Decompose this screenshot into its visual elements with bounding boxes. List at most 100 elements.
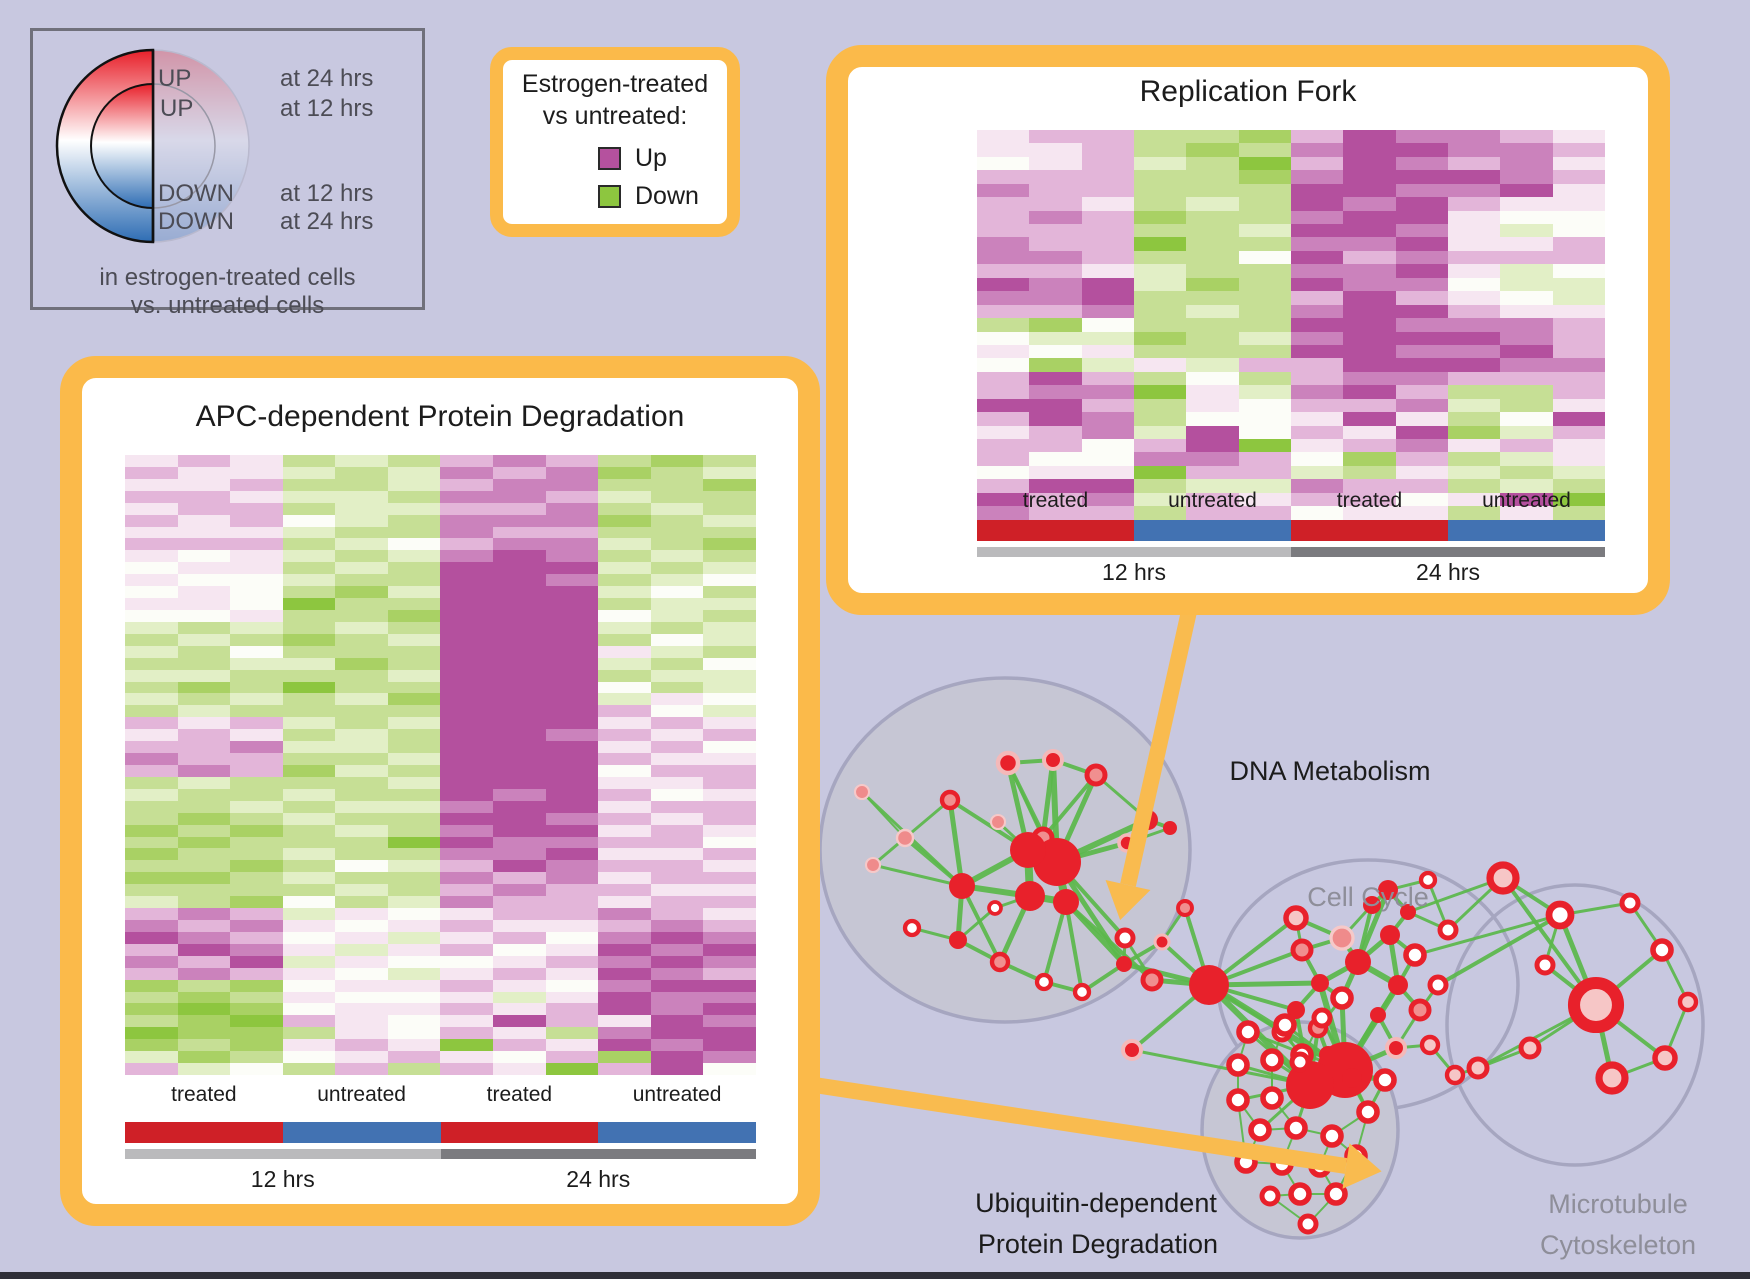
heatmap-cell [230,812,283,825]
heatmap-cell [703,621,756,634]
rf-sample-group-bar [977,520,1605,541]
heatmap-cell [977,479,1030,493]
heatmap-cell [1343,130,1396,144]
heatmap-cell [1447,331,1501,345]
heatmap-cell [1133,358,1187,372]
gene-node [1260,1086,1284,1110]
cluster-label: Protein Degradation [978,1229,1218,1259]
heatmap-cell [440,490,494,503]
heatmap-cell [230,455,283,467]
heatmap-cell [703,669,756,682]
gene-node [1567,976,1625,1034]
heatmap-cell [1238,130,1291,144]
heatmap-cell [1133,506,1187,520]
heatmap-cell [1395,264,1448,278]
network-edge [1325,1052,1348,1073]
gene-node [1189,965,1229,1005]
heatmap-cell [1552,250,1605,265]
heatmap-cell [493,860,546,873]
heatmap-cell [650,788,704,801]
heatmap-cell [230,753,283,765]
heatmap-cell [335,657,388,670]
heatmap-cell [1290,371,1344,386]
heatmap-cell [230,931,283,944]
heatmap-cell [1552,398,1605,413]
network-edge [1628,901,1664,952]
heatmap-cell [1133,210,1187,225]
heatmap-cell [335,681,388,694]
heatmap-cell [177,609,231,622]
heatmap-cell [282,991,336,1004]
heatmap-cell [125,955,178,968]
heatmap-cell [1447,344,1501,359]
heatmap-cell [1238,237,1291,251]
gene-node [1650,938,1674,962]
heatmap-cell [177,669,231,682]
network-edge [1269,1195,1309,1225]
heatmap-cell [650,502,704,515]
heatmap-cell [1029,492,1082,507]
network-edge [1406,910,1450,932]
heatmap-cell [545,812,599,825]
gene-node [1652,1045,1678,1071]
heatmap-cell [1500,318,1553,332]
heatmap-cell [1500,210,1553,225]
heatmap-cell [282,836,336,849]
heatmap-cell [335,908,388,920]
network-edge [1339,935,1361,965]
gene-node [1176,899,1194,917]
heatmap-cell [545,609,599,622]
heatmap-cell [650,574,704,587]
heatmap-cell [230,1063,283,1075]
heatmap-cell [703,741,756,754]
network-edge [1386,888,1410,914]
heatmap-cell [125,908,178,920]
network-edge [1388,910,1410,937]
heatmap-cell [1552,264,1605,278]
heatmap-cell [703,717,756,730]
heatmap-cell [703,776,756,789]
heatmap-cell [1395,277,1448,292]
heatmap-cell [387,836,441,849]
heatmap-cell [1552,304,1605,319]
heatmap-cell [1029,156,1082,171]
heatmap-cell [650,931,704,944]
heatmap-cell [1029,210,1082,225]
heatmap-cell [125,705,178,718]
heatmap-cell [703,896,756,909]
heatmap-cell [282,609,336,622]
heatmap-cell [125,1027,178,1040]
heatmap-cell [545,502,599,515]
heatmap-cell [177,586,231,599]
heatmap-cell [1186,358,1239,372]
heatmap-cell [703,848,756,861]
heatmap-cell [177,884,231,897]
heatmap-cell [545,490,599,503]
heatmap-cell [177,776,231,789]
cluster-circle [1216,858,1520,1112]
heatmap-cell [335,896,388,909]
heatmap-cell [977,197,1030,211]
heatmap-cell [230,538,283,551]
heatmap-cell [177,741,231,754]
heatmap-cell [177,705,231,718]
heatmap-cell [703,562,756,575]
heatmap-cell [1447,130,1501,144]
heatmap-cell [230,955,283,968]
heatmap-cell [598,526,651,539]
heatmap-cell [125,931,178,944]
heatmap-cell [1552,237,1605,251]
heatmap-cell [493,836,546,849]
network-edge [1355,887,1391,965]
network-edge [1024,846,1034,900]
network-edge [1042,980,1084,994]
network-edge [1320,1016,1354,1080]
gene-node [1236,1020,1260,1044]
heatmap-cell [230,514,283,527]
gene-node [1015,881,1045,911]
heatmap-cell [545,693,599,706]
network-edge [993,894,1032,910]
heatmap-cell [1500,224,1553,238]
heatmap-cell [1081,385,1134,399]
heatmap-cell [1290,304,1344,319]
